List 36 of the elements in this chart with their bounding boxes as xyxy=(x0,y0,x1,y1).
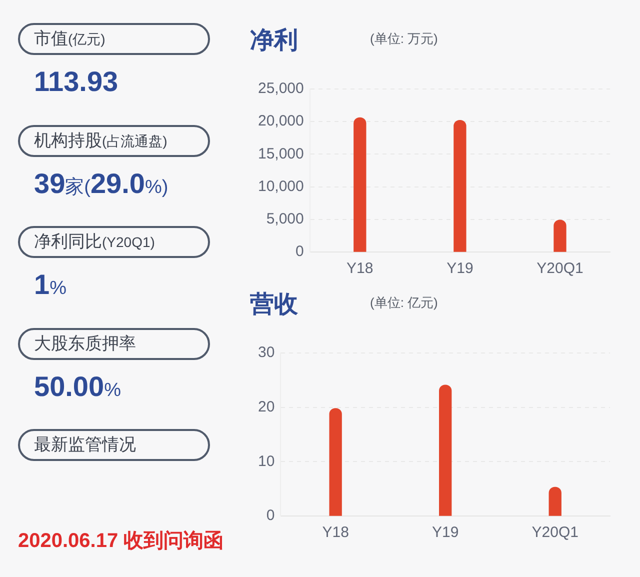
text: 机构持股(占流通盘) xyxy=(34,130,168,152)
x-tick-label: Y18 xyxy=(346,260,374,278)
chart-subtitle: (单位: 亿元) xyxy=(370,294,438,312)
y-tick-label: 0 xyxy=(296,243,304,260)
y-tick-label: 10,000 xyxy=(258,178,304,195)
y-tick-label: 5,000 xyxy=(266,210,304,228)
x-tick-label: Y19 xyxy=(432,524,459,542)
y-tick-label: 10 xyxy=(258,452,275,470)
text: 113.93 xyxy=(34,66,118,97)
x-tick-label: Y19 xyxy=(446,260,474,278)
chart-title: 营收 xyxy=(250,290,298,320)
y-tick-label: 30 xyxy=(258,344,275,362)
x-tick-label: Y18 xyxy=(322,524,349,542)
bar xyxy=(454,120,466,252)
bar xyxy=(554,220,566,252)
bar xyxy=(548,486,562,516)
text: 2020.06.17 收到问询函 xyxy=(18,529,224,553)
text: 市值(亿元) xyxy=(34,28,106,50)
text: 1% xyxy=(34,269,66,300)
x-tick-label: Y20Q1 xyxy=(532,524,578,542)
text: 净利同比(Y20Q1) xyxy=(34,231,155,253)
bar xyxy=(354,117,366,252)
y-tick-label: 0 xyxy=(266,507,275,524)
text: 50.00% xyxy=(34,370,121,402)
y-tick-label: 15,000 xyxy=(258,145,304,162)
chart-title: 净利 xyxy=(250,26,298,56)
y-tick-label: 25,000 xyxy=(258,80,304,98)
text: 大股东质押率 xyxy=(34,332,136,354)
y-tick-label: 20,000 xyxy=(258,112,304,130)
chart-subtitle: (单位: 万元) xyxy=(370,30,438,48)
text: 最新监管情况 xyxy=(34,434,136,456)
text: 39家(29.0%) xyxy=(34,168,168,198)
bar xyxy=(329,408,342,516)
y-tick-label: 20 xyxy=(258,398,275,416)
x-tick-label: Y20Q1 xyxy=(536,260,584,278)
bar xyxy=(439,384,452,516)
